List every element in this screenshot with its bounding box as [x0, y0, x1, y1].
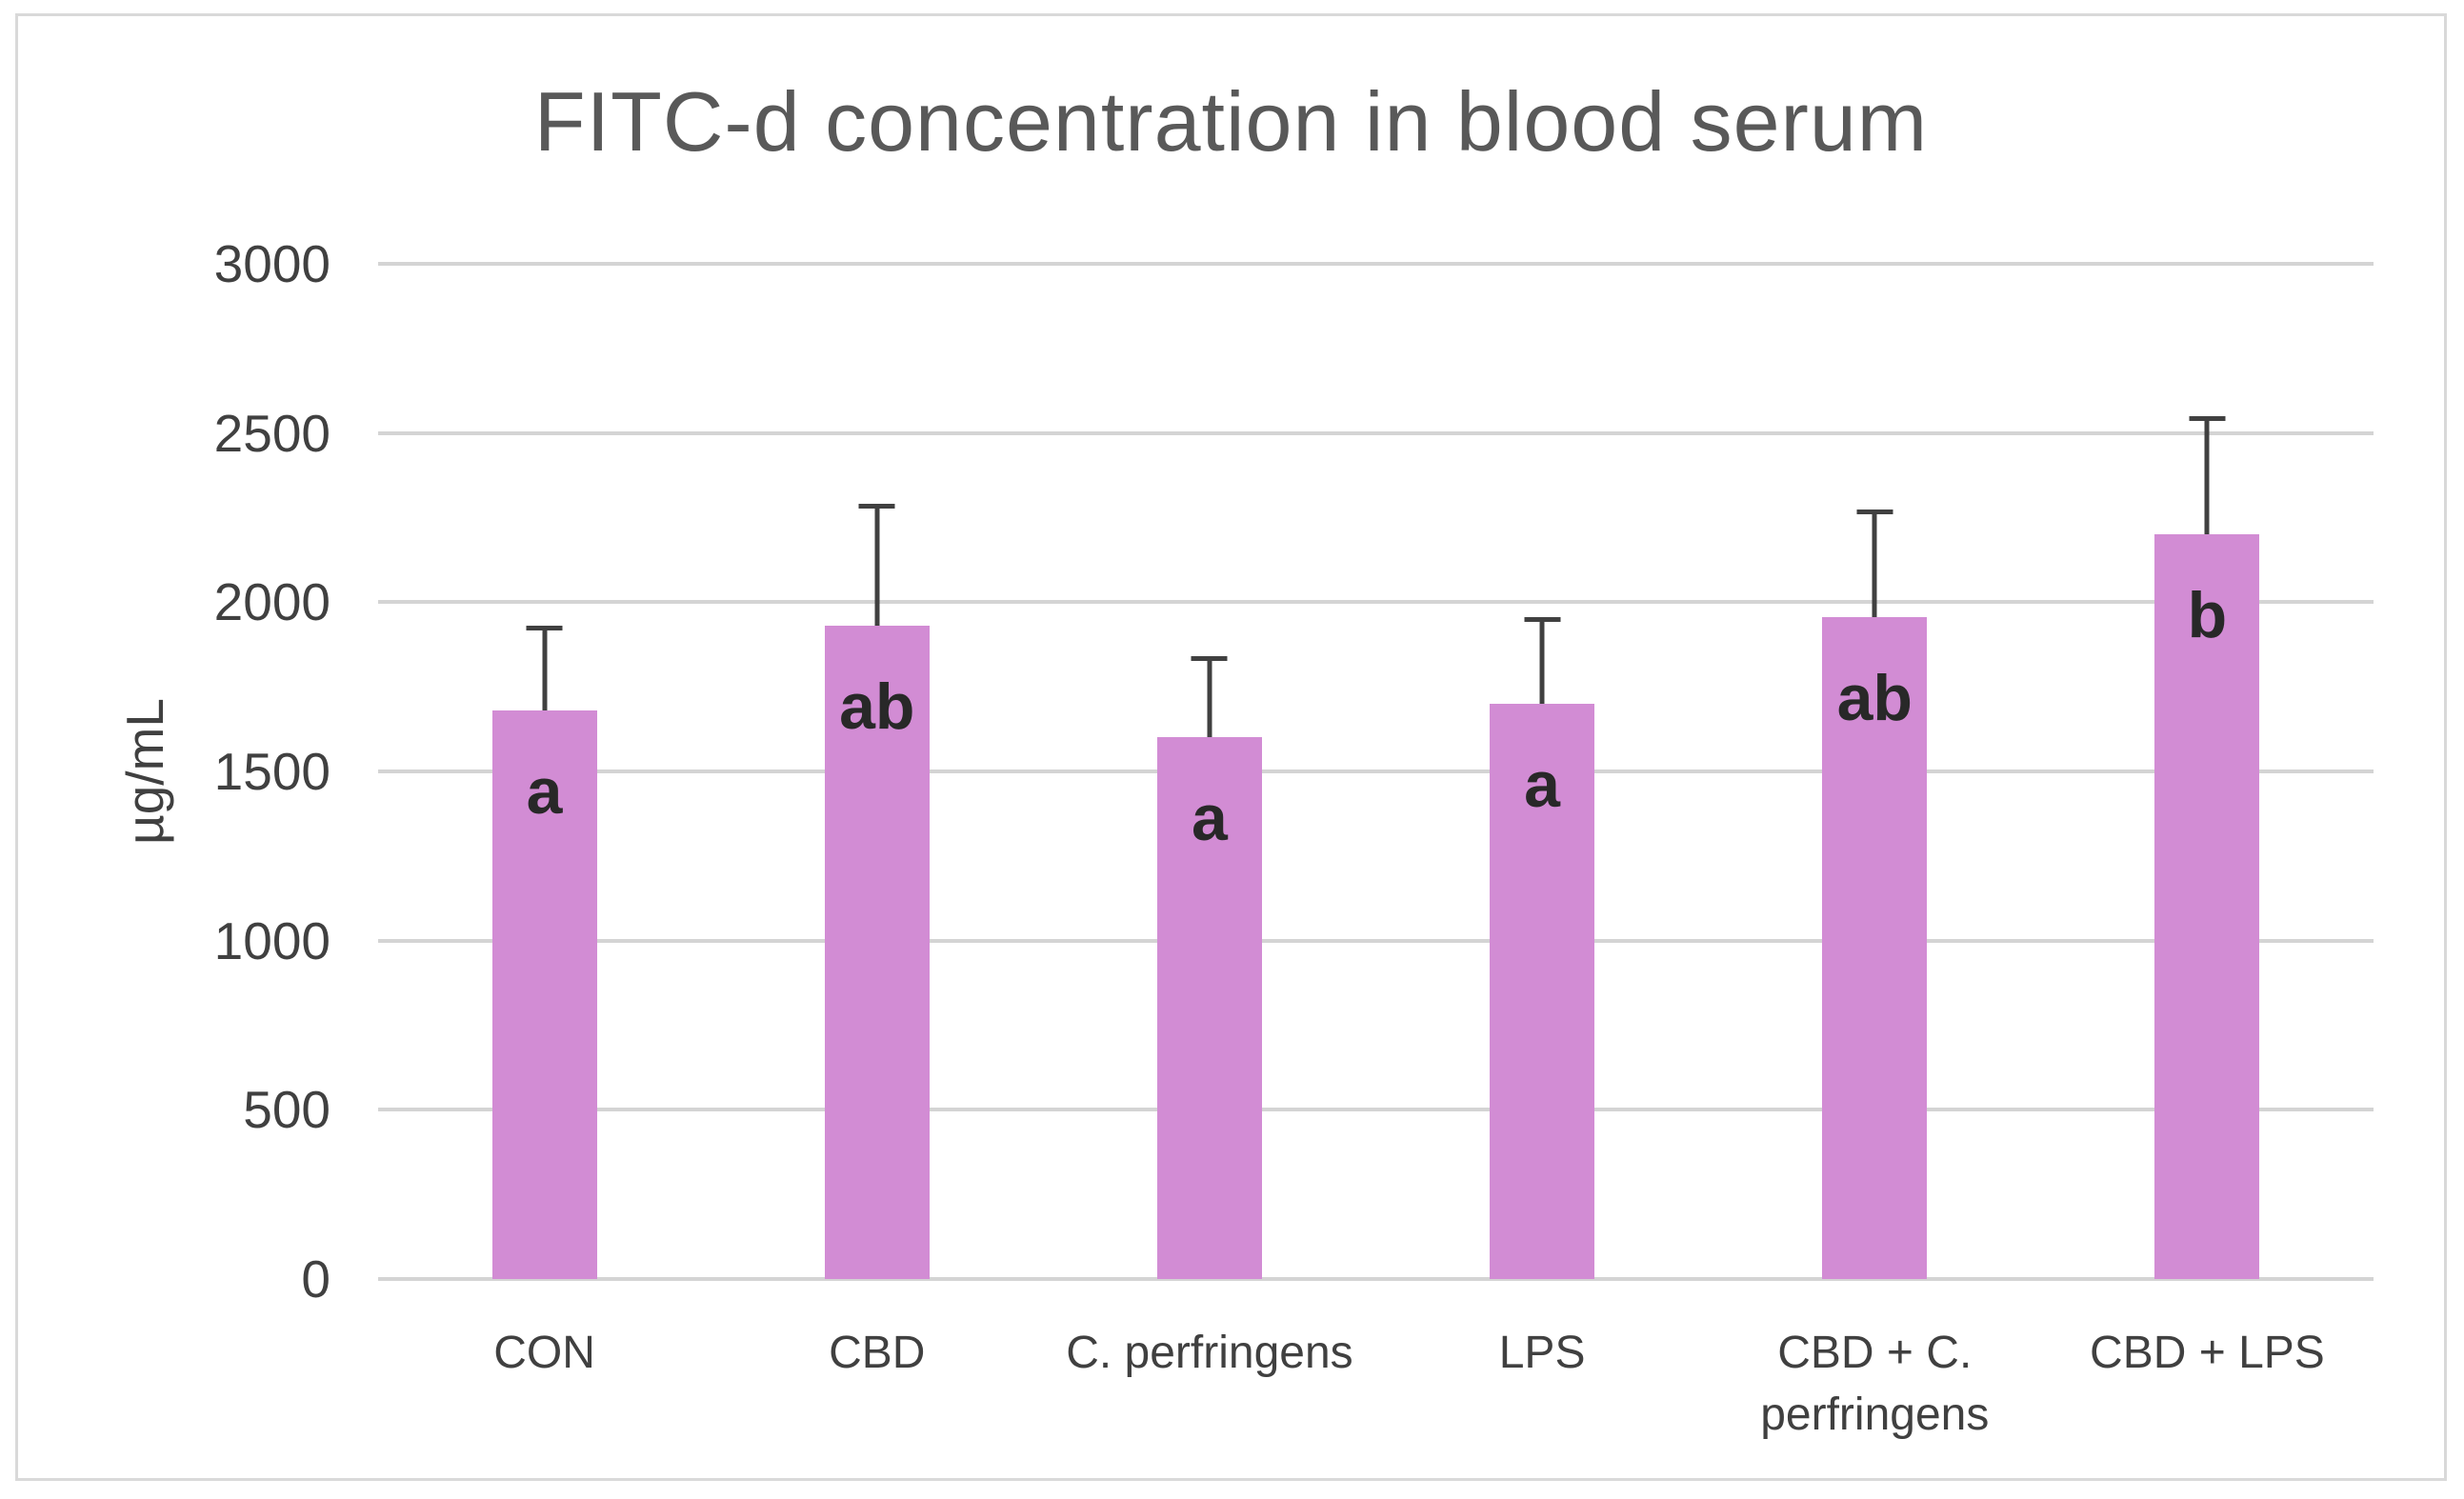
x-axis-label: CBD + LPS: [2090, 1328, 2325, 1378]
error-bar: [1191, 656, 1228, 738]
gridline-1500: [378, 769, 2374, 773]
x-axis-labels: CON CBD C. perfringens LPS CBD + C. perfring…: [378, 1323, 2374, 1447]
significance-letter: a: [526, 755, 563, 829]
x-axis-label: C. perfringens: [1066, 1328, 1353, 1378]
significance-letter: a: [1192, 782, 1228, 855]
significance-letter: b: [2187, 579, 2228, 652]
error-bar: [1856, 509, 1893, 618]
bar: b: [2154, 534, 2260, 1279]
x-axis-label: CON: [493, 1328, 595, 1378]
y-tick-label: 1500: [213, 742, 331, 801]
bar: ab: [824, 626, 930, 1279]
bar-slot: ab: [1709, 264, 2041, 1279]
bar: a: [491, 710, 597, 1279]
chart-frame: FITC-d concentration in blood serum µg/m…: [15, 13, 2447, 1481]
x-axis-label: CBD + C. perfringens: [1760, 1328, 1990, 1440]
y-tick-label: 0: [301, 1249, 331, 1309]
gridline-2000: [378, 600, 2374, 605]
bar-slot: ab: [711, 264, 1043, 1279]
bar-slot: a: [378, 264, 711, 1279]
error-bar-cap: [526, 626, 563, 631]
bar: a: [1490, 703, 1595, 1279]
gridline-2500: [378, 430, 2374, 435]
plot-area: a ab a a ab b: [378, 262, 2374, 1281]
gridline-3000: [378, 262, 2374, 266]
significance-letter: a: [1524, 748, 1560, 821]
gridline-500: [378, 1108, 2374, 1112]
y-tick-label: 1000: [213, 910, 331, 970]
error-bar: [526, 626, 563, 711]
x-axis-label: CBD: [829, 1328, 926, 1378]
bar-slot: a: [1043, 264, 1375, 1279]
error-bar: [2189, 415, 2226, 535]
y-axis-tick-labels: 0 500 1000 1500 2000 2500 3000: [18, 234, 331, 1309]
significance-letter: ab: [839, 670, 915, 744]
bar-slot: a: [1376, 264, 1709, 1279]
error-bar: [1524, 617, 1561, 704]
chart-title: FITC-d concentration in blood serum: [533, 74, 1929, 169]
error-bar-cap: [858, 504, 895, 510]
error-bar: [858, 504, 895, 627]
y-tick-label: 2500: [213, 403, 331, 463]
y-tick-label: 500: [243, 1080, 331, 1140]
error-bar-cap: [1524, 617, 1561, 623]
y-tick-label: 2000: [213, 572, 331, 632]
error-bar-cap: [2189, 415, 2226, 421]
error-bar-cap: [1191, 656, 1228, 662]
error-bar-cap: [1856, 509, 1893, 514]
bar-slot: b: [2041, 264, 2374, 1279]
bar: ab: [1822, 617, 1928, 1279]
x-axis-label: LPS: [1498, 1328, 1586, 1378]
significance-letter: ab: [1836, 662, 1913, 735]
gridline-1000: [378, 938, 2374, 943]
gridline-0: [378, 1277, 2374, 1281]
bar: a: [1156, 737, 1262, 1279]
y-tick-label: 3000: [213, 234, 331, 293]
